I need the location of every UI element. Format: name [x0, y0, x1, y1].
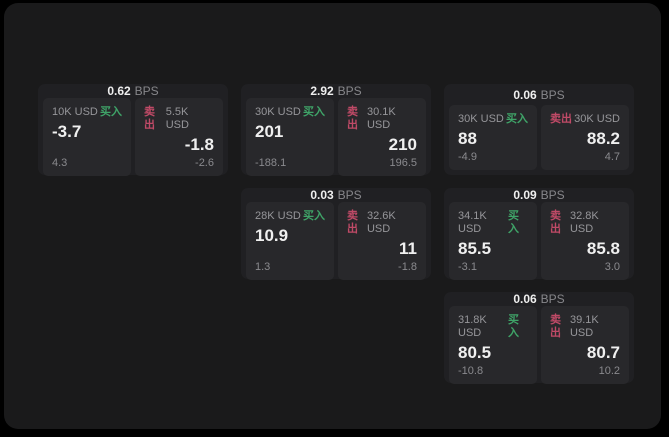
buy-side-label: 买入: [508, 210, 520, 235]
sell-panel[interactable]: 卖出 5.5K USD -1.8 -2.6: [135, 98, 223, 176]
sell-notional: 32.6K USD: [366, 210, 396, 235]
buy-side-label: 买入: [303, 210, 325, 222]
buy-delta: -10.8: [458, 365, 484, 377]
quote-card-grid: 0.62 BPS 10K USD 买入 -3.7 4.3 卖出 5.5K USD…: [38, 84, 634, 384]
sell-notional: 30K USD: [574, 113, 620, 125]
bps-header: 0.09 BPS: [444, 188, 634, 202]
buy-panel[interactable]: 30K USD 买入 201 -188.1: [246, 98, 334, 176]
buy-side-label: 买入: [508, 314, 520, 339]
buy-delta: -188.1: [255, 157, 287, 169]
quote-card: 0.03 BPS 28K USD 买入 10.9 1.3 卖出 32.6K US…: [241, 188, 431, 280]
buy-delta: -4.9: [458, 151, 477, 163]
bps-unit-label: BPS: [337, 84, 362, 98]
buy-notional: 30K USD: [458, 113, 504, 125]
sell-side-label: 卖出: [347, 210, 358, 235]
buy-notional: 34.1K USD: [458, 210, 487, 235]
bps-unit-label: BPS: [134, 84, 159, 98]
quote-card: 0.06 BPS 31.8K USD 买入 80.5 -10.8 卖出 39.1…: [444, 292, 634, 384]
buy-price: 85.5: [458, 239, 492, 258]
bps-value: 0.06: [513, 292, 537, 306]
buy-notional: 28K USD: [255, 210, 301, 222]
buy-side-label: 买入: [100, 106, 122, 118]
sell-price: 11: [399, 239, 417, 258]
buy-side-label: 买入: [506, 113, 528, 125]
buy-panel[interactable]: 34.1K USD 买入 85.5 -3.1: [449, 202, 537, 280]
buy-price: 80.5: [458, 343, 492, 362]
sell-price: 85.8: [586, 239, 620, 258]
sell-side-label: 卖出: [144, 106, 155, 131]
quote-card: 0.06 BPS 30K USD 买入 88 -4.9 卖出 30K USD 8…: [444, 84, 634, 175]
sell-panel[interactable]: 卖出 32.8K USD 85.8 3.0: [541, 202, 629, 280]
sell-price: 80.7: [586, 343, 620, 362]
sell-delta: 10.2: [598, 365, 620, 377]
bps-header: 0.62 BPS: [38, 84, 228, 98]
buy-panel[interactable]: 30K USD 买入 88 -4.9: [449, 105, 537, 170]
sell-notional: 5.5K USD: [165, 106, 189, 131]
buy-panel[interactable]: 31.8K USD 买入 80.5 -10.8: [449, 306, 537, 384]
buy-side-label: 买入: [303, 106, 325, 118]
buy-notional: 31.8K USD: [458, 314, 487, 339]
quote-card: 0.09 BPS 34.1K USD 买入 85.5 -3.1 卖出 32.8K…: [444, 188, 634, 280]
bps-value: 0.09: [513, 188, 537, 202]
buy-notional: 30K USD: [255, 106, 301, 118]
sell-panel[interactable]: 卖出 30.1K USD 210 196.5: [338, 98, 426, 176]
sell-delta: 3.0: [604, 261, 620, 273]
sell-notional: 39.1K USD: [569, 314, 599, 339]
buy-delta: -3.1: [458, 261, 477, 273]
buy-panel[interactable]: 28K USD 买入 10.9 1.3: [246, 202, 334, 280]
buy-delta: 4.3: [52, 157, 68, 169]
sell-price: 210: [388, 135, 417, 154]
buy-panel[interactable]: 10K USD 买入 -3.7 4.3: [43, 98, 131, 176]
sell-side-label: 卖出: [550, 210, 561, 235]
buy-price: 201: [255, 122, 284, 141]
sell-panel[interactable]: 卖出 39.1K USD 80.7 10.2: [541, 306, 629, 384]
sell-delta: -1.8: [398, 261, 417, 273]
buy-price: 88: [458, 129, 477, 148]
sell-notional: 32.8K USD: [569, 210, 599, 235]
sell-delta: 4.7: [604, 151, 620, 163]
bps-value: 0.62: [107, 84, 131, 98]
sell-delta: 196.5: [389, 157, 417, 169]
bps-header: 0.03 BPS: [241, 188, 431, 202]
sell-delta: -2.6: [195, 157, 214, 169]
sell-panel[interactable]: 卖出 30K USD 88.2 4.7: [541, 105, 629, 170]
bps-value: 2.92: [310, 84, 334, 98]
bps-unit-label: BPS: [540, 292, 565, 306]
buy-price: -3.7: [52, 122, 82, 141]
buy-delta: 1.3: [255, 261, 271, 273]
bps-unit-label: BPS: [540, 87, 565, 102]
sell-side-label: 卖出: [550, 113, 572, 125]
bps-unit-label: BPS: [337, 188, 362, 202]
bps-header: 0.06 BPS: [444, 292, 634, 306]
bps-unit-label: BPS: [540, 188, 565, 202]
sell-price: -1.8: [184, 135, 214, 154]
sell-notional: 30.1K USD: [366, 106, 396, 131]
buy-notional: 10K USD: [52, 106, 98, 118]
sell-side-label: 卖出: [550, 314, 561, 339]
quote-card: 2.92 BPS 30K USD 买入 201 -188.1 卖出 30.1K …: [241, 84, 431, 176]
sell-price: 88.2: [586, 129, 620, 148]
sell-side-label: 卖出: [347, 106, 358, 131]
bps-value: 0.06: [513, 87, 537, 102]
bps-value: 0.03: [310, 188, 334, 202]
app-window: 0.62 BPS 10K USD 买入 -3.7 4.3 卖出 5.5K USD…: [4, 3, 661, 429]
quote-card: 0.62 BPS 10K USD 买入 -3.7 4.3 卖出 5.5K USD…: [38, 84, 228, 176]
bps-header: 0.06 BPS: [444, 84, 634, 105]
sell-panel[interactable]: 卖出 32.6K USD 11 -1.8: [338, 202, 426, 280]
bps-header: 2.92 BPS: [241, 84, 431, 98]
buy-price: 10.9: [255, 226, 289, 245]
